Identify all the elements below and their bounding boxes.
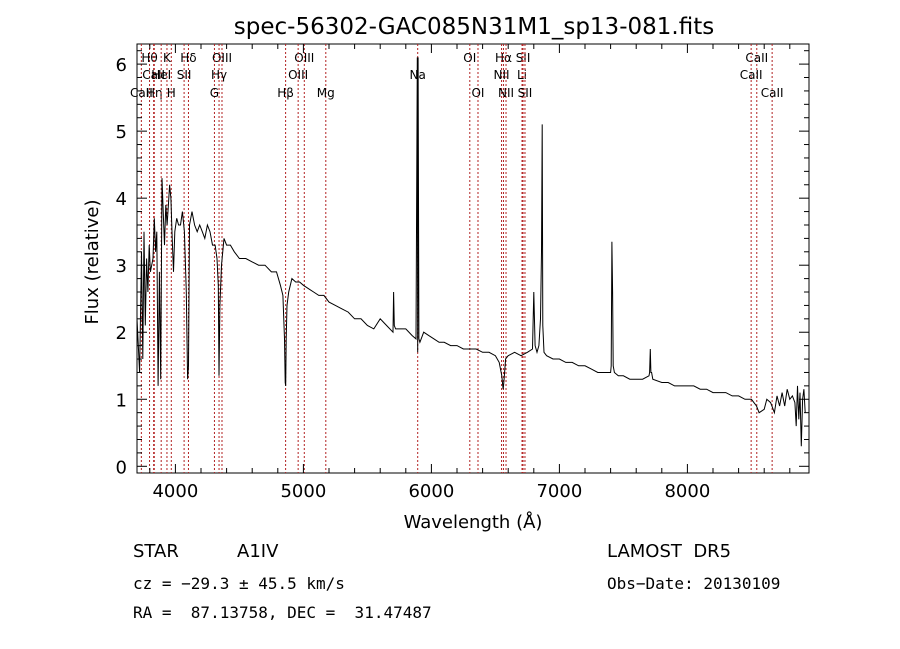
spectrum-chart: spec-56302-GAC085N31M1_sp13-081.fits CaI… xyxy=(82,14,810,533)
y-tick-label: 0 xyxy=(116,457,127,478)
object-class: STAR xyxy=(133,541,179,562)
x-tick-label: 7000 xyxy=(536,481,582,502)
y-tick-label: 4 xyxy=(116,189,127,210)
spectrum-line xyxy=(136,57,806,447)
spectral-line-label: Mg xyxy=(317,86,335,100)
spectral-line-label: Hβ xyxy=(277,86,294,100)
survey-name: LAMOST DR5 xyxy=(607,541,732,562)
spectral-line-label: Hγ xyxy=(211,68,227,82)
spectral-line-label: OI xyxy=(471,86,484,100)
spectral-line-label: OI xyxy=(463,51,476,65)
spectral-line-label: CaII xyxy=(745,51,768,65)
spectral-line-label: HeI xyxy=(151,68,171,82)
spectral-line-label: SII xyxy=(516,51,531,65)
observation-date: Obs−Date: 20130109 xyxy=(607,574,781,593)
spectral-line-label: SII xyxy=(177,68,192,82)
redshift-velocity: cz = −29.3 ± 45.5 km/s xyxy=(133,574,345,593)
plot-frame xyxy=(136,43,810,474)
spectral-line-label: NII xyxy=(498,86,514,100)
x-axis-label: Wavelength (Å) xyxy=(404,511,543,533)
x-tick-label: 4000 xyxy=(152,481,198,502)
spectral-line-label: Hη xyxy=(146,86,163,100)
y-axis-label: Flux (relative) xyxy=(82,199,103,324)
spectral-line-label: G xyxy=(210,86,219,100)
spectral-line-label: K xyxy=(163,51,172,65)
x-tick-label: 8000 xyxy=(664,481,710,502)
axes: 4000 5000 6000 7000 8000 0 1 2 3 4 5 6 xyxy=(116,44,809,502)
object-subclass: A1IV xyxy=(237,541,279,562)
y-tick-label: 6 xyxy=(116,55,127,76)
y-tick-label: 5 xyxy=(116,122,127,143)
coordinates: RA = 87.13758, DEC = 31.47487 xyxy=(133,603,432,622)
y-tick-label: 2 xyxy=(116,323,127,344)
spectral-line-label: CaII xyxy=(740,68,763,82)
y-tick-label: 3 xyxy=(116,256,127,277)
spectral-line-label: CaII xyxy=(130,86,153,100)
spectral-line-label: CaII xyxy=(142,68,165,82)
spectral-line-label: OIII xyxy=(294,51,314,65)
spectral-line-label: Li xyxy=(517,68,527,82)
chart-title: spec-56302-GAC085N31M1_sp13-081.fits xyxy=(234,14,714,40)
spectral-line-label: NII xyxy=(494,68,510,82)
spectral-line-label: Hθ xyxy=(141,51,157,65)
spectral-line-label: OIII xyxy=(212,51,232,65)
spectral-line-label: Hα xyxy=(495,51,512,65)
spectral-line-label: H xyxy=(167,86,176,100)
x-tick-label: 6000 xyxy=(408,481,454,502)
spectral-line-label: OIII xyxy=(288,68,308,82)
spectral-line-label: Hδ xyxy=(180,51,196,65)
y-tick-label: 1 xyxy=(116,390,127,411)
spectral-line-label: SII xyxy=(518,86,533,100)
x-tick-label: 5000 xyxy=(280,481,326,502)
spectral-line-label: CaII xyxy=(761,86,784,100)
